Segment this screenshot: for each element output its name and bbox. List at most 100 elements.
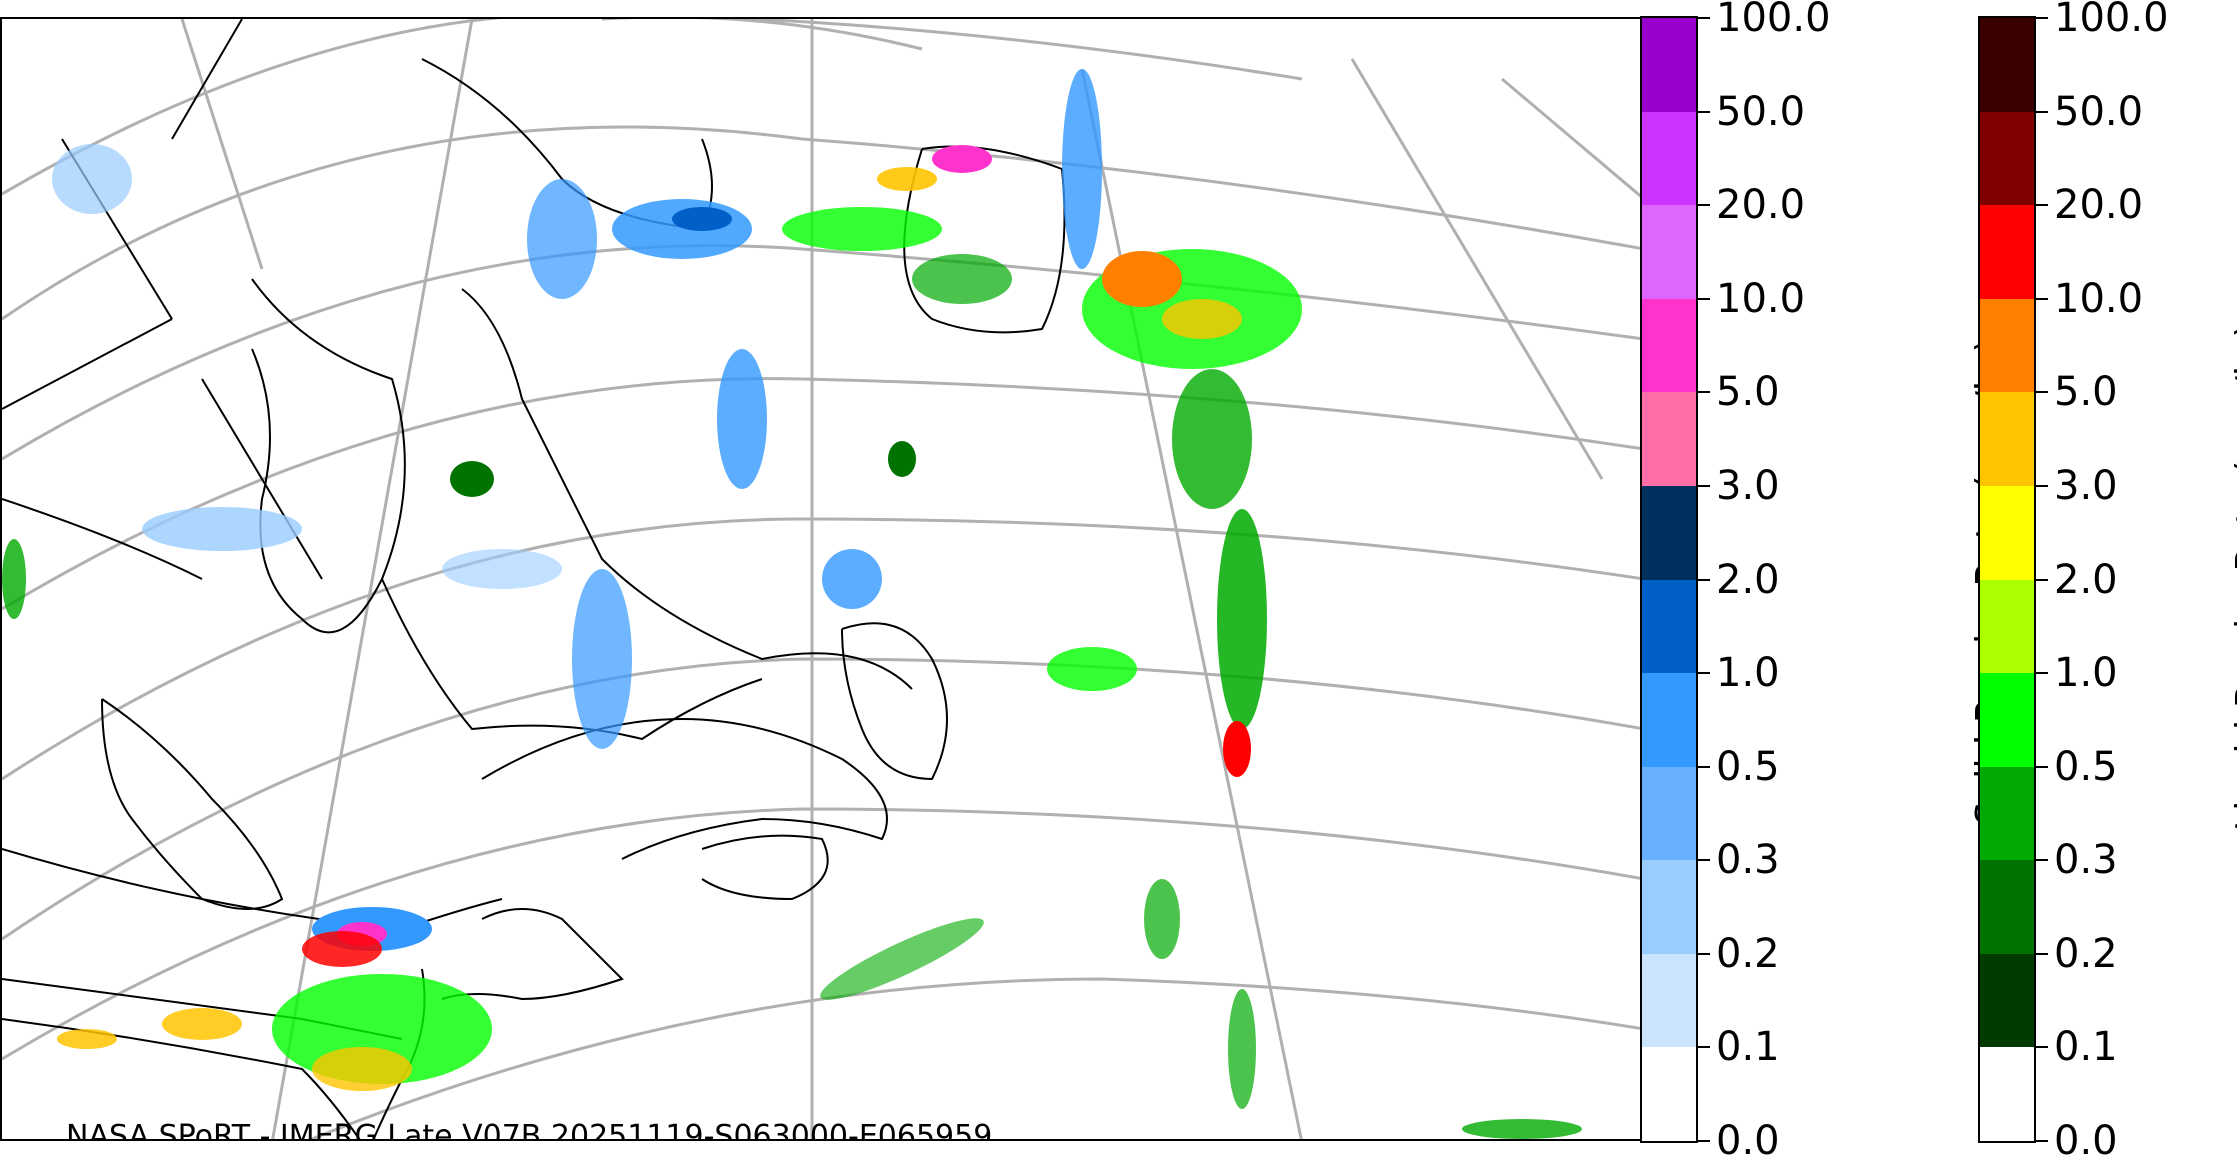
liquid-precip-colorbar-tick-label: 5.0 [2054, 369, 2118, 416]
longitude-line [1501, 77, 1640, 198]
border-us-canada [2, 848, 503, 931]
solid-precip-colorbar-tick [1698, 204, 1710, 207]
liquid-precip-area [1162, 299, 1242, 339]
border-line [2, 498, 203, 580]
liquid-precip-colorbar-segment [1980, 392, 2034, 487]
latitude-line [2, 807, 1640, 1061]
border-line [2, 318, 173, 410]
solid-precip-area [52, 144, 132, 214]
solid-precip-colorbar-tick-label: 10.0 [1716, 275, 1806, 322]
liquid-precip-colorbar-tick-label: 0.5 [2054, 743, 2118, 790]
solid-precip-colorbar-tick [1698, 297, 1710, 300]
liquid-precip-colorbar-tick-label: 0.3 [2054, 837, 2118, 884]
latitude-line [2, 19, 1303, 196]
liquid-precip-colorbar-segment [1980, 673, 2034, 768]
liquid-precip-area [877, 167, 937, 191]
liquid-precip-colorbar-segment [1980, 860, 2034, 955]
coastline-nova-scotia [701, 834, 829, 901]
liquid-precip-area [302, 931, 382, 967]
map-credit: NASA SPoRT - IMERG Late V07B 20251119-S0… [66, 1119, 993, 1141]
liquid-precip-colorbar-tick-label: 50.0 [2054, 88, 2144, 135]
liquid-precip-colorbar-segment [1980, 953, 2034, 1048]
liquid-precip-colorbar-segment [1980, 1047, 2034, 1142]
liquid-precip-colorbar-tick-label: 100.0 [2054, 0, 2169, 41]
coastline-new-england [441, 908, 624, 1001]
liquid-precip-colorbar-tick [2036, 859, 2048, 862]
liquid-precip-area [820, 918, 984, 1000]
solid-precip-colorbar-segment [1642, 579, 1696, 674]
liquid-precip-colorbar-segment [1980, 298, 2034, 393]
liquid-precip-area [1462, 1119, 1582, 1139]
solid-precip-colorbar-segment [1642, 392, 1696, 487]
longitude-line [271, 19, 474, 1139]
solid-precip-colorbar-tick-label: 50.0 [1716, 88, 1806, 135]
solid-precip-colorbar-segment [1642, 673, 1696, 768]
coastline-st-lawrence [481, 717, 888, 860]
border-line [2, 1018, 361, 1139]
solid-precip-area [822, 549, 882, 609]
liquid-precip-area [1217, 509, 1267, 729]
border-line [201, 378, 323, 580]
solid-precip-colorbar-tick-label: 100.0 [1716, 0, 1831, 41]
liquid-precip-colorbar-segment [1980, 766, 2034, 861]
solid-precip-colorbar-segment [1642, 953, 1696, 1048]
liquid-precip-area [1102, 251, 1182, 307]
longitude-line [1350, 58, 1604, 480]
solid-precip-colorbar-tick [1698, 672, 1710, 675]
liquid-precip-colorbar-tick [2036, 297, 2048, 300]
longitude-line [180, 19, 264, 270]
graticule [2, 19, 1640, 1139]
liquid-precip-area [1172, 369, 1252, 509]
solid-precip-colorbar-tick-label: 0.2 [1716, 930, 1780, 977]
liquid-precip-colorbar-tick [2036, 484, 2048, 487]
solid-precip-colorbar-tick-label: 20.0 [1716, 182, 1806, 229]
coastlines [2, 19, 1066, 1139]
solid-precip-colorbar-tick-label: 5.0 [1716, 369, 1780, 416]
longitude-line [1080, 68, 1303, 1139]
liquid-precip-colorbar-tick-label: 20.0 [2054, 182, 2144, 229]
solid-precip-colorbar-tick-label: 0.1 [1716, 1024, 1780, 1071]
solid-precip-area [442, 549, 562, 589]
great-lakes [101, 698, 284, 910]
solid-precip-colorbar-tick [1698, 391, 1710, 394]
solid-precip-colorbar-segment [1642, 298, 1696, 393]
solid-precip-areas [52, 69, 1102, 951]
liquid-precip-colorbar-segment [1980, 485, 2034, 580]
latitude-line [602, 19, 923, 51]
liquid-precip-colorbar-tick-label: 10.0 [2054, 275, 2144, 322]
solid-precip-area [1062, 69, 1102, 269]
liquid-precip-colorbar-segment [1980, 18, 2034, 113]
solid-precip-colorbar-tick-label: 0.0 [1716, 1118, 1780, 1164]
liquid-precip-area [162, 1008, 242, 1040]
liquid-precip-area [912, 254, 1012, 304]
solid-precip-area [612, 199, 752, 259]
latitude-line [2, 377, 1640, 611]
liquid-precip-colorbar-tick [2036, 391, 2048, 394]
liquid-precip-colorbar-tick-label: 2.0 [2054, 556, 2118, 603]
liquid-precip-area [450, 461, 494, 497]
solid-precip-colorbar-segment [1642, 18, 1696, 113]
solid-precip-colorbar-tick [1698, 110, 1710, 113]
precipitation-map: NASA SPoRT - IMERG Late V07B 20251119-S0… [0, 17, 1642, 1141]
coastline-quebec [381, 578, 763, 741]
liquid-precip-colorbar-tick [2036, 765, 2048, 768]
latitude-line [307, 977, 1640, 1139]
solid-precip-colorbar [1640, 16, 1698, 1143]
solid-precip-area [717, 349, 767, 489]
solid-precip-colorbar-tick [1698, 484, 1710, 487]
solid-precip-colorbar-tick-label: 2.0 [1716, 556, 1780, 603]
liquid-precip-area [1228, 989, 1256, 1109]
solid-precip-colorbar-tick [1698, 1140, 1710, 1142]
solid-precip-colorbar-tick [1698, 859, 1710, 862]
liquid-precip-colorbar-tick [2036, 952, 2048, 955]
solid-precip-colorbar-segment [1642, 766, 1696, 861]
coastline-baffin [421, 58, 713, 231]
solid-precip-colorbar-segment [1642, 111, 1696, 206]
solid-precip-colorbar-tick-label: 3.0 [1716, 462, 1780, 509]
liquid-precip-area [1223, 721, 1251, 777]
liquid-precip-area [2, 539, 26, 619]
liquid-precip-area [57, 1029, 117, 1049]
liquid-precip-colorbar-tick [2036, 204, 2048, 207]
latitude-line [2, 244, 1640, 461]
solid-precip-colorbar-tick [1698, 1046, 1710, 1049]
